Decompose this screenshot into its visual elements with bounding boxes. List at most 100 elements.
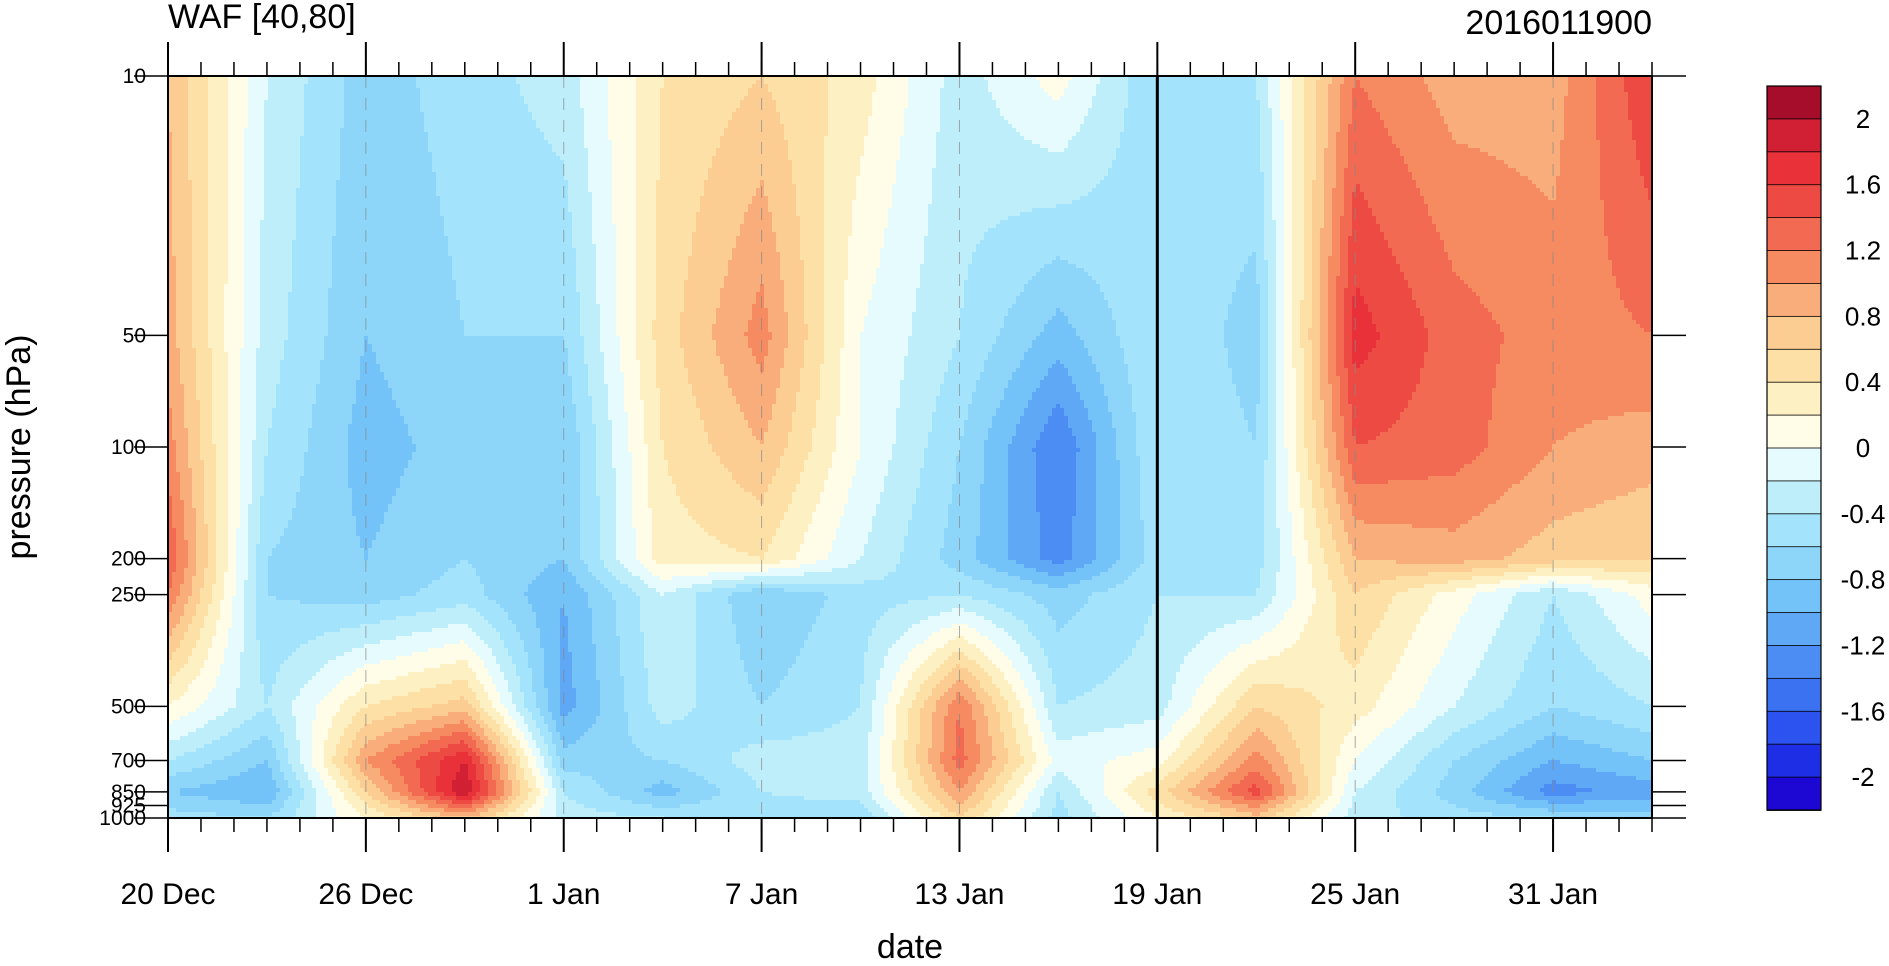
contour-cell	[1316, 148, 1325, 153]
contour-cell	[292, 276, 333, 281]
contour-cell	[1284, 312, 1293, 317]
contour-cell	[1260, 348, 1269, 353]
contour-cell	[1024, 408, 1053, 413]
contour-cell	[1288, 456, 1297, 461]
contour-cell	[936, 396, 973, 401]
contour-cell	[260, 300, 289, 305]
contour-cell	[1104, 384, 1133, 389]
contour-cell	[1560, 140, 1601, 145]
contour-cell	[580, 480, 597, 485]
contour-cell	[1388, 244, 1445, 249]
contour-cell	[860, 412, 897, 417]
contour-cell	[1260, 368, 1269, 373]
contour-cell	[1344, 424, 1353, 429]
contour-cell	[304, 472, 349, 477]
contour-cell	[240, 464, 253, 469]
contour-cell	[1516, 168, 1561, 173]
contour-cell	[1044, 324, 1073, 329]
contour-cell	[1260, 340, 1269, 345]
contour-cell	[1260, 364, 1269, 369]
contour-cell	[572, 376, 589, 381]
contour-cell	[1400, 416, 1493, 421]
contour-cell	[660, 412, 701, 417]
contour-cell	[356, 388, 393, 393]
contour-cell	[1600, 172, 1641, 177]
contour-cell	[1420, 312, 1493, 317]
contour-cell	[208, 240, 229, 245]
contour-cell	[824, 360, 841, 365]
contour-cell	[1332, 420, 1345, 425]
contour-cell	[1304, 116, 1317, 121]
contour-cell	[324, 352, 365, 357]
contour-cell	[1288, 476, 1301, 481]
contour-cell	[660, 400, 697, 405]
contour-cell	[948, 368, 985, 373]
contour-cell	[1304, 348, 1313, 353]
contour-cell	[1276, 448, 1289, 453]
contour-cell	[1352, 316, 1373, 321]
contour-cell	[1352, 356, 1369, 361]
contour-cell	[1304, 364, 1313, 369]
contour-cell	[592, 420, 613, 425]
contour-cell	[416, 448, 581, 453]
contour-cell	[776, 532, 805, 537]
contour-cell	[812, 428, 837, 433]
contour-cell	[916, 492, 953, 497]
contour-cell	[824, 204, 853, 209]
contour-cell	[208, 100, 229, 105]
contour-cell	[848, 276, 877, 281]
contour-cell	[1272, 172, 1285, 177]
contour-cell	[892, 188, 933, 193]
contour-cell	[336, 228, 445, 233]
contour-cell	[636, 276, 657, 281]
contour-cell	[1416, 304, 1485, 309]
contour-cell	[908, 104, 941, 109]
contour-cell	[1116, 148, 1261, 153]
contour-cell	[1268, 400, 1277, 405]
contour-cell	[684, 364, 725, 369]
contour-cell	[172, 228, 193, 233]
contour-cell	[292, 512, 353, 517]
contour-cell	[264, 112, 305, 117]
contour-cell	[1288, 480, 1301, 485]
contour-cell	[300, 480, 349, 485]
contour-cell	[1344, 176, 1413, 181]
contour-cell	[1120, 536, 1145, 541]
contour-cell	[1296, 368, 1305, 373]
contour-cell	[228, 440, 241, 445]
contour-cell	[1292, 344, 1301, 349]
contour-cell	[432, 160, 565, 165]
contour-cell	[1340, 236, 1349, 241]
contour-cell	[844, 320, 865, 325]
contour-cell	[188, 120, 209, 125]
contour-cell	[1320, 284, 1329, 289]
contour-cell	[236, 548, 249, 553]
contour-cell	[1328, 448, 1337, 453]
contour-cell	[412, 456, 581, 461]
contour-cell	[1120, 336, 1225, 341]
contour-cell	[168, 252, 173, 257]
contour-cell	[180, 372, 197, 377]
contour-cell	[568, 368, 589, 373]
contour-cell	[1080, 336, 1121, 341]
contour-cell	[1060, 256, 1249, 261]
contour-cell	[1076, 436, 1097, 441]
contour-cell	[244, 324, 261, 329]
contour-cell	[1272, 152, 1285, 157]
contour-cell	[1348, 256, 1397, 261]
contour-cell	[708, 172, 793, 177]
contour-cell	[1284, 376, 1297, 381]
contour-cell	[680, 340, 717, 345]
contour-cell	[1000, 328, 1045, 333]
contour-cell	[636, 128, 661, 133]
contour-cell	[168, 108, 189, 113]
contour-cell	[1276, 288, 1285, 293]
contour-cell	[848, 500, 881, 505]
contour-cell	[680, 332, 713, 337]
contour-cell	[1308, 464, 1321, 469]
contour-cell	[1488, 436, 1565, 441]
contour-cell	[568, 180, 589, 185]
contour-cell	[1092, 104, 1129, 109]
contour-cell	[1288, 488, 1301, 493]
contour-cell	[1480, 512, 1573, 517]
